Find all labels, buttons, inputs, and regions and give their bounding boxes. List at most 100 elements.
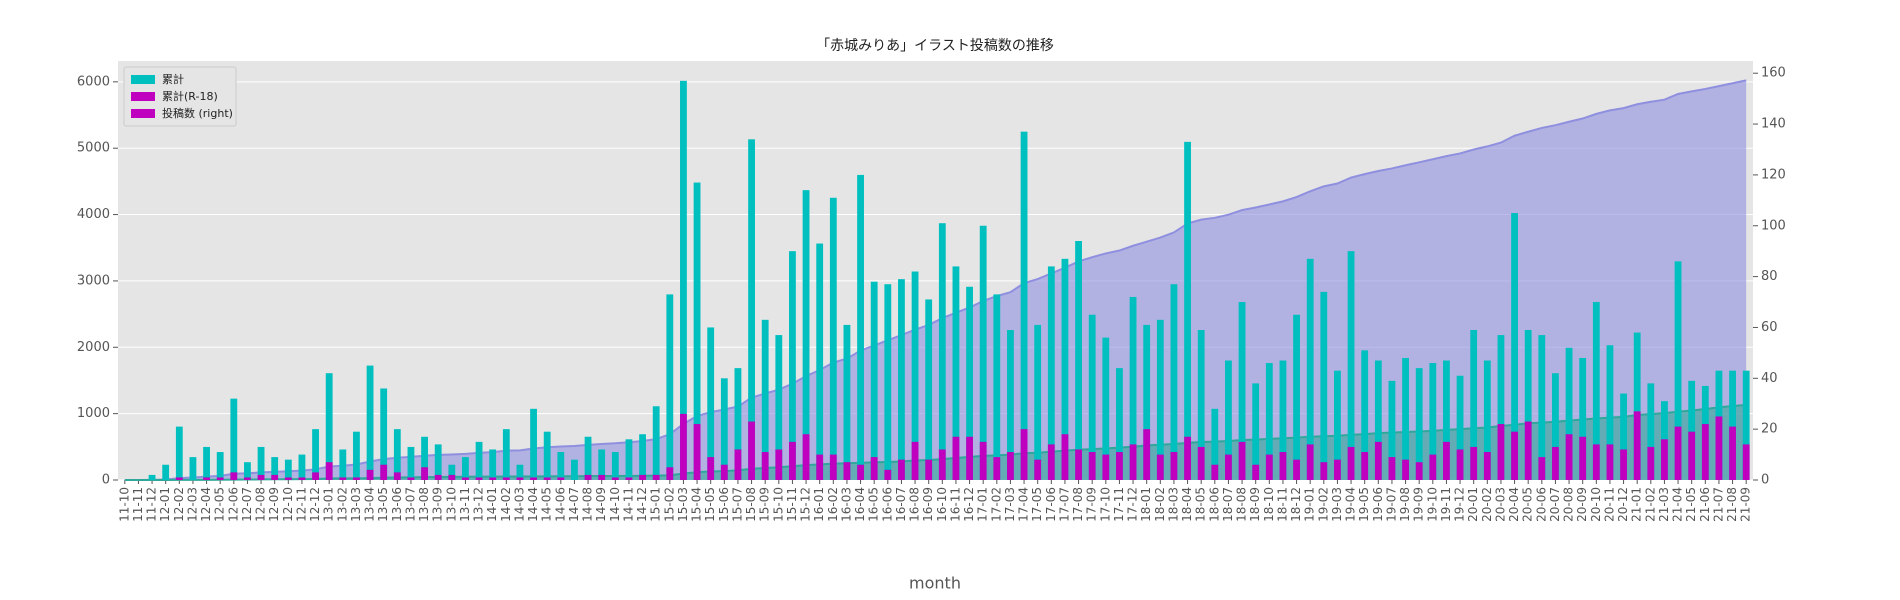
legend-swatch [131, 92, 155, 101]
bar [775, 335, 783, 480]
x-tick-label: 16-03 [839, 487, 853, 522]
legend-label: 累計 [162, 72, 184, 86]
x-tick-label: 14-03 [512, 487, 526, 522]
bar [1701, 424, 1709, 480]
x-tick-label: 13-07 [403, 487, 417, 522]
bar [1020, 131, 1028, 480]
x-tick-label: 20-06 [1534, 487, 1548, 522]
x-tick-label: 17-09 [1085, 487, 1099, 522]
bar [516, 464, 524, 480]
bar [979, 225, 987, 480]
bar [802, 190, 810, 480]
bar [1238, 441, 1246, 480]
bar [1279, 452, 1287, 480]
x-tick-label: 16-09 [921, 487, 935, 522]
x-tick-label: 12-01 [158, 487, 172, 522]
legend-swatch [131, 75, 155, 84]
x-tick-label: 15-06 [717, 487, 731, 522]
bar [1429, 454, 1437, 480]
bar [1197, 329, 1205, 480]
x-tick-label: 15-09 [758, 487, 772, 522]
bar [1034, 459, 1042, 480]
y2-tick-label: 40 [1761, 371, 1778, 386]
x-tick-label: 14-11 [621, 487, 635, 522]
bar [1184, 436, 1191, 480]
bar [639, 474, 646, 480]
bar [829, 454, 837, 480]
y2-tick-label: 100 [1761, 218, 1786, 233]
bar [1007, 329, 1014, 480]
bar [1552, 373, 1559, 480]
bar [244, 477, 251, 480]
bar [898, 459, 905, 480]
x-tick-label: 19-07 [1384, 487, 1398, 522]
bar [1047, 266, 1055, 480]
bar [1483, 360, 1491, 480]
bar [1047, 444, 1055, 480]
x-tick-label: 11-10 [117, 487, 131, 522]
bar [1388, 457, 1396, 480]
x-tick-label: 18-08 [1235, 487, 1249, 522]
bar [857, 464, 864, 480]
bar [434, 444, 442, 480]
x-tick-label: 18-12 [1289, 487, 1303, 522]
bar [720, 464, 728, 480]
bar [720, 378, 728, 480]
bar [1007, 452, 1014, 480]
bar [761, 452, 769, 480]
x-tick-label: 17-02 [989, 487, 1003, 522]
bar [584, 436, 592, 480]
bar [1402, 357, 1409, 480]
bar [312, 429, 319, 480]
x-tick-label: 13-04 [363, 487, 377, 522]
x-tick-label: 16-01 [812, 487, 826, 522]
x-tick-label: 17-12 [1126, 487, 1140, 522]
x-tick-label: 19-04 [1344, 487, 1358, 522]
bar [421, 436, 428, 480]
bar [230, 472, 238, 480]
x-tick-label: 18-05 [1194, 487, 1208, 522]
bar [393, 472, 401, 480]
x-tick-label: 16-02 [826, 487, 840, 522]
bar [748, 139, 755, 480]
y2-tick-label: 60 [1761, 320, 1778, 335]
x-tick-label: 19-05 [1357, 487, 1371, 522]
x-tick-label: 16-04 [853, 487, 867, 522]
bar [462, 457, 469, 480]
bar [870, 281, 878, 480]
y-tick-label: 6000 [77, 74, 110, 89]
x-tick-label: 15-01 [649, 487, 663, 522]
bar [1456, 449, 1464, 480]
bar [353, 431, 360, 480]
bar [298, 477, 306, 480]
bar [1415, 368, 1423, 480]
bar [1211, 464, 1219, 480]
bar [1143, 429, 1151, 480]
bar [203, 446, 210, 480]
bar [1361, 452, 1369, 480]
bar [734, 449, 742, 480]
bar [1156, 319, 1164, 480]
x-tick-label: 13-02 [335, 487, 349, 522]
bar [1170, 284, 1178, 480]
bar [1742, 444, 1750, 480]
bar [1456, 375, 1464, 480]
bar [230, 398, 238, 480]
x-tick-label: 15-02 [662, 487, 676, 522]
bar [1116, 452, 1123, 480]
bar [1061, 434, 1069, 480]
x-tick-label: 20-08 [1562, 487, 1576, 522]
x-tick-label: 13-03 [349, 487, 363, 522]
x-tick-label: 12-10 [281, 487, 295, 522]
bar [1620, 449, 1627, 480]
x-tick-label: 15-10 [771, 487, 785, 522]
bar [271, 457, 279, 480]
bar [1374, 441, 1382, 480]
x-tick-label: 13-08 [417, 487, 431, 522]
x-tick-label: 18-07 [1221, 487, 1235, 522]
bar [1334, 459, 1341, 480]
x-tick-label: 12-11 [294, 487, 308, 522]
bar [1088, 452, 1096, 480]
bar [816, 243, 824, 480]
